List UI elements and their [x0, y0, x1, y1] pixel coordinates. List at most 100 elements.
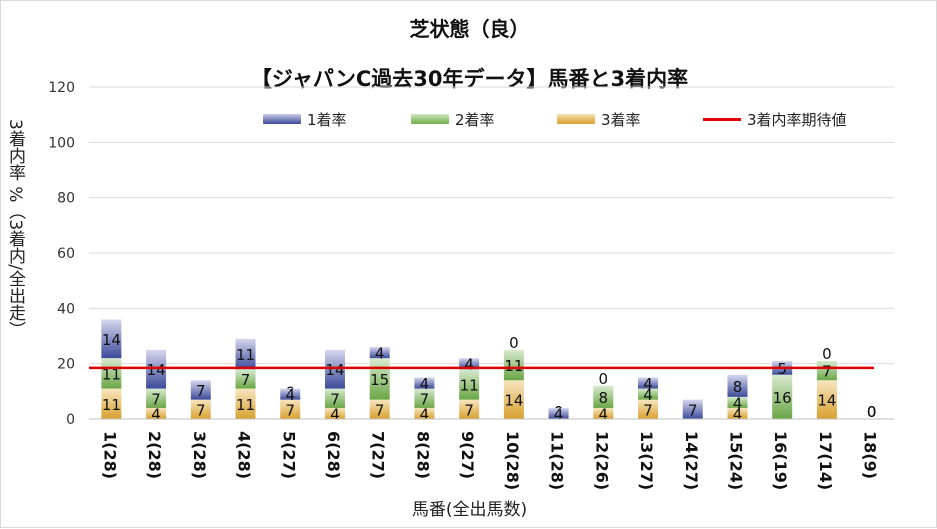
legend-label-3rd: 3着率 [601, 110, 641, 129]
data-label: 11 [236, 396, 255, 414]
data-label: 7 [151, 390, 161, 408]
x-tick-label: 6(28) [324, 431, 343, 479]
bar-segment [324, 349, 345, 389]
data-label: 7 [643, 401, 653, 419]
data-label: 0 [867, 403, 877, 421]
data-label: 14 [817, 392, 836, 410]
legend-item-3rd: 3着率 [557, 109, 641, 129]
bar-segment [593, 385, 614, 408]
data-label: 4 [733, 405, 743, 423]
bar-segment [235, 388, 256, 419]
x-tick-label: 11(28) [548, 431, 567, 490]
data-label: 4 [330, 405, 340, 423]
legend-swatch-2nd [411, 114, 449, 124]
bar-segment [369, 347, 390, 359]
bar-segment [146, 407, 167, 419]
bar-segment [503, 380, 524, 419]
bar-segment [280, 388, 301, 400]
bar-segment [190, 399, 211, 419]
x-tick-label: 17(14) [816, 431, 835, 490]
x-tick-label: 2(28) [145, 431, 164, 479]
x-tick-label: 15(24) [726, 431, 745, 490]
data-label: 0 [822, 345, 832, 363]
data-label: 7 [196, 401, 206, 419]
y-tick-label: 120 [48, 80, 75, 96]
bar-segment [235, 369, 256, 389]
data-label: 4 [554, 405, 564, 423]
data-label: 4 [643, 375, 653, 393]
bar-segment [772, 374, 793, 419]
y-tick-label: 60 [57, 246, 75, 262]
legend-item-2nd: 2着率 [411, 109, 495, 129]
x-tick-label: 16(19) [771, 431, 790, 490]
data-label: 4 [151, 405, 161, 423]
x-axis-label: 馬番(全出馬数) [411, 500, 528, 520]
legend-label-1st: 1着率 [307, 110, 347, 129]
y-tick-label: 40 [57, 301, 75, 317]
bar-segment [324, 407, 345, 419]
bar-segment [146, 349, 167, 389]
data-label: 7 [241, 371, 251, 389]
bar-segment [369, 399, 390, 419]
y-axis-label: 3着内率 %（3着内/全出走） [5, 119, 25, 338]
data-label: 16 [773, 389, 792, 407]
data-label: 4 [420, 405, 430, 423]
data-label: 14 [504, 392, 523, 410]
bar-segment [190, 380, 211, 400]
legend-swatch-expected [703, 117, 741, 121]
data-label: 4 [643, 386, 653, 404]
data-label: 11 [102, 365, 121, 383]
data-label: 7 [464, 401, 474, 419]
chart-title: 芝状態（良） [409, 17, 530, 41]
data-label: 14 [147, 361, 166, 379]
bar-segment [280, 399, 301, 419]
data-label: 4 [733, 394, 743, 412]
bar-segment [638, 399, 659, 419]
x-tick-label: 18(9) [861, 431, 880, 479]
legend-item-expected: 3着内率期待値 [703, 109, 847, 129]
data-label: 0 [867, 403, 877, 421]
data-label: 15 [370, 371, 389, 389]
data-label: 14 [325, 361, 344, 379]
bar-segment [638, 377, 659, 389]
x-tick-label: 1(28) [100, 431, 119, 479]
bar-segment [146, 388, 167, 408]
x-tick-label: 7(27) [369, 431, 388, 479]
y-tick-label: 0 [66, 412, 75, 428]
data-label: 11 [460, 376, 479, 394]
data-label: 4 [285, 386, 295, 404]
data-label: 7 [420, 390, 430, 408]
data-label: 0 [599, 370, 609, 388]
legend-label-expected: 3着内率期待値 [747, 110, 847, 129]
data-label: 4 [420, 375, 430, 393]
legend-label-2nd: 2着率 [455, 110, 495, 129]
data-label: 4 [599, 405, 609, 423]
x-tick-label: 3(28) [190, 431, 209, 479]
bar-segment [593, 407, 614, 419]
bar-segment [638, 388, 659, 400]
data-label: 0 [867, 403, 877, 421]
bar-segment [548, 407, 569, 419]
bar-segment [414, 388, 435, 408]
bar-segment [101, 388, 122, 419]
bar-segment [324, 388, 345, 408]
x-tick-label: 4(28) [235, 431, 254, 479]
data-label: 0 [509, 334, 519, 352]
data-label: 11 [236, 346, 255, 364]
x-tick-label: 14(27) [682, 431, 701, 490]
bar-segment [414, 377, 435, 389]
data-label: 14 [102, 331, 121, 349]
y-tick-label: 80 [57, 191, 75, 207]
bar-segment [503, 349, 524, 381]
bar-segment [682, 399, 703, 419]
bar-segment [727, 407, 748, 419]
bar-segment [816, 380, 837, 419]
data-label: 7 [688, 401, 698, 419]
bar-segment [727, 374, 748, 397]
x-tick-label: 9(27) [458, 431, 477, 479]
data-label: 7 [822, 363, 832, 381]
y-tick-label: 100 [48, 135, 75, 151]
data-label: 8 [599, 389, 609, 407]
